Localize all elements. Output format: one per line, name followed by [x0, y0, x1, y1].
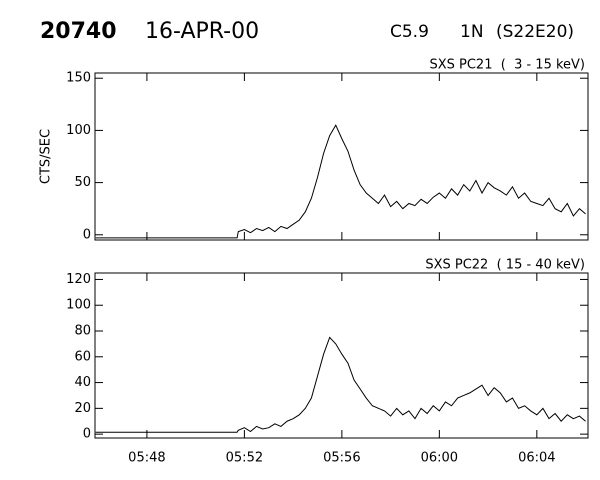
y-tick-label: 50: [74, 175, 91, 190]
y-tick-label: 40: [74, 375, 91, 390]
flare-location: (S22E20): [496, 22, 574, 42]
y-tick-label: 0: [83, 427, 91, 442]
x-tick-label: 05:52: [226, 451, 263, 466]
y-tick-label: 20: [74, 401, 91, 416]
y-tick-label: 100: [66, 298, 91, 313]
x-tick-label: 05:48: [128, 451, 165, 466]
y-tick-label: 100: [66, 123, 91, 138]
x-tick-label: 05:56: [323, 451, 360, 466]
y-tick-label: 150: [66, 71, 91, 86]
y-tick-label: 60: [74, 349, 91, 364]
flare-date: 16-APR-00: [145, 19, 259, 44]
x-tick-label: 06:00: [421, 451, 458, 466]
plot-frame: [94, 272, 589, 439]
data-line: [95, 336, 586, 433]
y-tick-label: 80: [74, 324, 91, 339]
y-tick-label: 0: [83, 227, 91, 242]
flare-id: 20740: [40, 19, 117, 44]
panel-title: SXS PC21 ( 3 - 15 keV): [429, 58, 585, 73]
optical-class: 1N: [460, 22, 484, 42]
data-line: [95, 124, 586, 239]
panel-title: SXS PC22 ( 15 - 40 keV): [425, 258, 585, 273]
plot-frame: [94, 72, 589, 241]
flare-class: C5.9: [390, 22, 429, 42]
x-tick-label: 06:04: [518, 451, 555, 466]
y-axis-label: CTS/SEC: [39, 129, 54, 184]
y-tick-label: 120: [66, 272, 91, 287]
